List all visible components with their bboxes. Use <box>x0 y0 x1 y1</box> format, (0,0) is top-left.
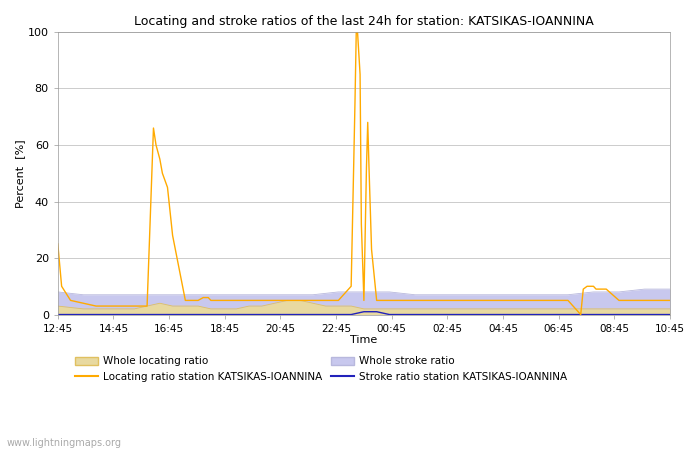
Title: Locating and stroke ratios of the last 24h for station: KATSIKAS-IOANNINA: Locating and stroke ratios of the last 2… <box>134 15 594 28</box>
X-axis label: Time: Time <box>350 335 377 345</box>
Legend: Whole locating ratio, Locating ratio station KATSIKAS-IOANNINA, Whole stroke rat: Whole locating ratio, Locating ratio sta… <box>75 356 567 382</box>
Y-axis label: Percent  [%]: Percent [%] <box>15 139 25 207</box>
Text: www.lightningmaps.org: www.lightningmaps.org <box>7 438 122 448</box>
